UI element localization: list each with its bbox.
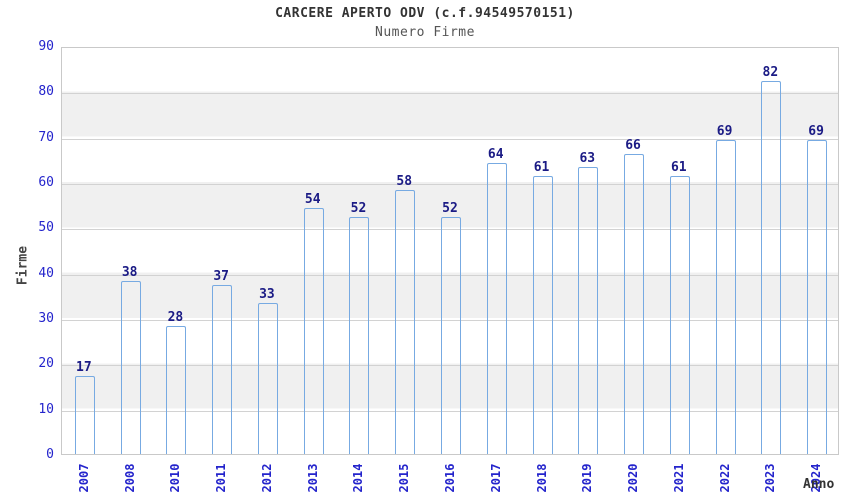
chart-subtitle: Numero Firme <box>375 25 475 40</box>
bar-2016 <box>441 217 461 454</box>
bar-2014 <box>349 217 370 454</box>
x-tick-label-2011: 2011 <box>214 463 229 493</box>
x-tick-label-2015: 2015 <box>397 463 412 493</box>
x-tick-label-2017: 2017 <box>488 463 503 493</box>
bar-value-2024: 69 <box>808 124 824 139</box>
bar-2017 <box>486 163 507 454</box>
gridline-40 <box>62 274 838 276</box>
bar-value-2015: 58 <box>396 174 413 189</box>
x-axis-title: Anno <box>803 477 835 492</box>
bar-value-2010: 28 <box>167 310 184 325</box>
gridline-20 <box>62 365 838 367</box>
x-tick-label-2021: 2021 <box>671 463 686 493</box>
x-tick-label-2020: 2020 <box>626 463 641 493</box>
chart-title: CARCERE APERTO ODV (c.f.94549570151) <box>275 6 575 21</box>
y-tick-label-90: 90 <box>38 39 54 54</box>
gridline-70 <box>62 138 838 140</box>
y-tick-label-80: 80 <box>38 84 54 100</box>
bar-2023 <box>761 81 782 454</box>
y-tick-label-70: 70 <box>38 129 54 145</box>
bar-value-2017: 64 <box>487 147 504 162</box>
bar-2019 <box>578 167 599 454</box>
bar-value-2016: 52 <box>442 201 458 216</box>
bar-2011 <box>212 285 233 454</box>
y-tick-label-40: 40 <box>38 265 54 281</box>
bar-2010 <box>166 326 187 454</box>
bar-2024 <box>807 140 828 454</box>
bar-value-2020: 66 <box>625 138 641 153</box>
y-tick-label-0: 0 <box>46 447 54 462</box>
y-tick-label-30: 30 <box>38 311 54 326</box>
bar-2012 <box>257 303 278 454</box>
bar-value-2007: 17 <box>76 360 92 375</box>
bar-value-2011: 37 <box>213 269 229 284</box>
y-tick-label-20: 20 <box>38 356 54 372</box>
bar-value-2012: 33 <box>259 287 275 302</box>
bar-value-2019: 63 <box>579 151 596 166</box>
bar-2008 <box>120 281 141 454</box>
x-tick-label-2007: 2007 <box>76 463 91 493</box>
bar-value-2008: 38 <box>121 265 138 280</box>
x-tick-label-2013: 2013 <box>305 463 320 493</box>
x-tick-label-2022: 2022 <box>717 463 732 493</box>
x-tick-label-2008: 2008 <box>122 463 137 493</box>
x-tick-label-2018: 2018 <box>534 463 549 493</box>
y-tick-label-60: 60 <box>38 175 54 190</box>
bar-2020 <box>624 154 645 454</box>
x-tick-label-2010: 2010 <box>168 463 183 493</box>
bar-value-2021: 61 <box>670 160 687 175</box>
gridline-60 <box>62 184 838 185</box>
bar-2021 <box>669 176 690 454</box>
plot-area <box>61 47 839 455</box>
bar-value-2014: 52 <box>350 201 367 216</box>
x-tick-label-2019: 2019 <box>580 463 595 493</box>
x-tick-label-2016: 2016 <box>443 463 457 493</box>
bar-2007 <box>74 376 95 454</box>
bar-2018 <box>532 176 553 454</box>
y-tick-label-50: 50 <box>38 220 54 236</box>
bar-value-2023: 82 <box>762 65 779 80</box>
gridline-50 <box>62 229 838 231</box>
y-axis-title: Firme <box>15 245 31 286</box>
x-tick-label-2014: 2014 <box>351 463 366 493</box>
bar-value-2013: 54 <box>304 192 321 207</box>
x-tick-label-2023: 2023 <box>763 463 778 493</box>
y-tick-label-10: 10 <box>38 401 54 417</box>
gridline-10 <box>62 410 838 412</box>
bar-2015 <box>395 190 416 454</box>
x-tick-label-2012: 2012 <box>259 463 274 493</box>
bar-value-2022: 69 <box>716 124 733 139</box>
bar-value-2018: 61 <box>533 160 550 175</box>
bar-2013 <box>303 208 324 454</box>
bar-2022 <box>715 140 736 454</box>
gridline-30 <box>62 320 838 321</box>
gridline-80 <box>62 93 838 95</box>
